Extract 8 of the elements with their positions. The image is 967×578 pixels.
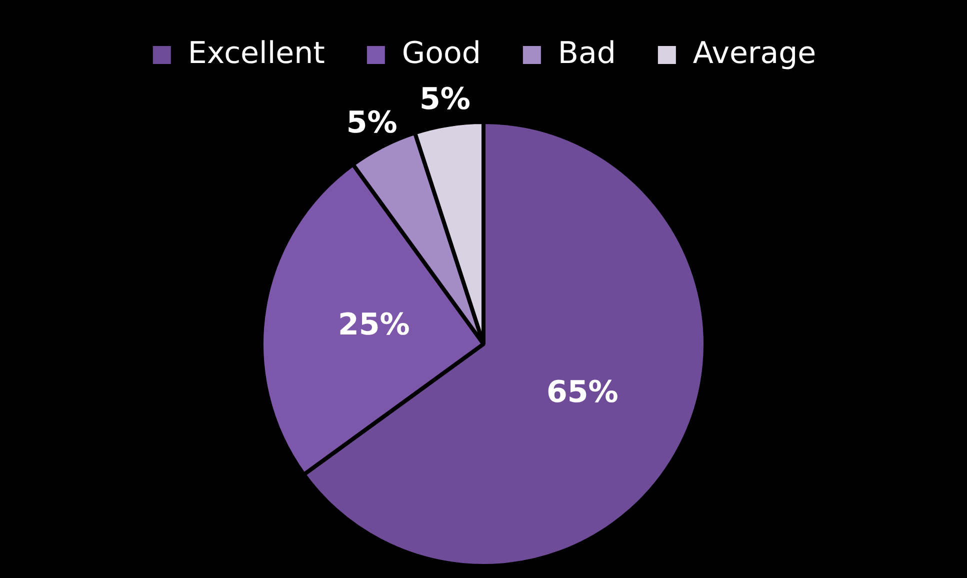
data-label: 5%	[420, 82, 470, 117]
data-label: 25%	[338, 307, 410, 342]
data-label: 5%	[346, 106, 398, 141]
data-label: 65%	[546, 375, 618, 410]
legend-label: Excellent	[188, 36, 326, 71]
legend-label: Bad	[558, 36, 616, 71]
legend-label: Average	[692, 36, 816, 71]
legend-label: Good	[402, 36, 481, 71]
